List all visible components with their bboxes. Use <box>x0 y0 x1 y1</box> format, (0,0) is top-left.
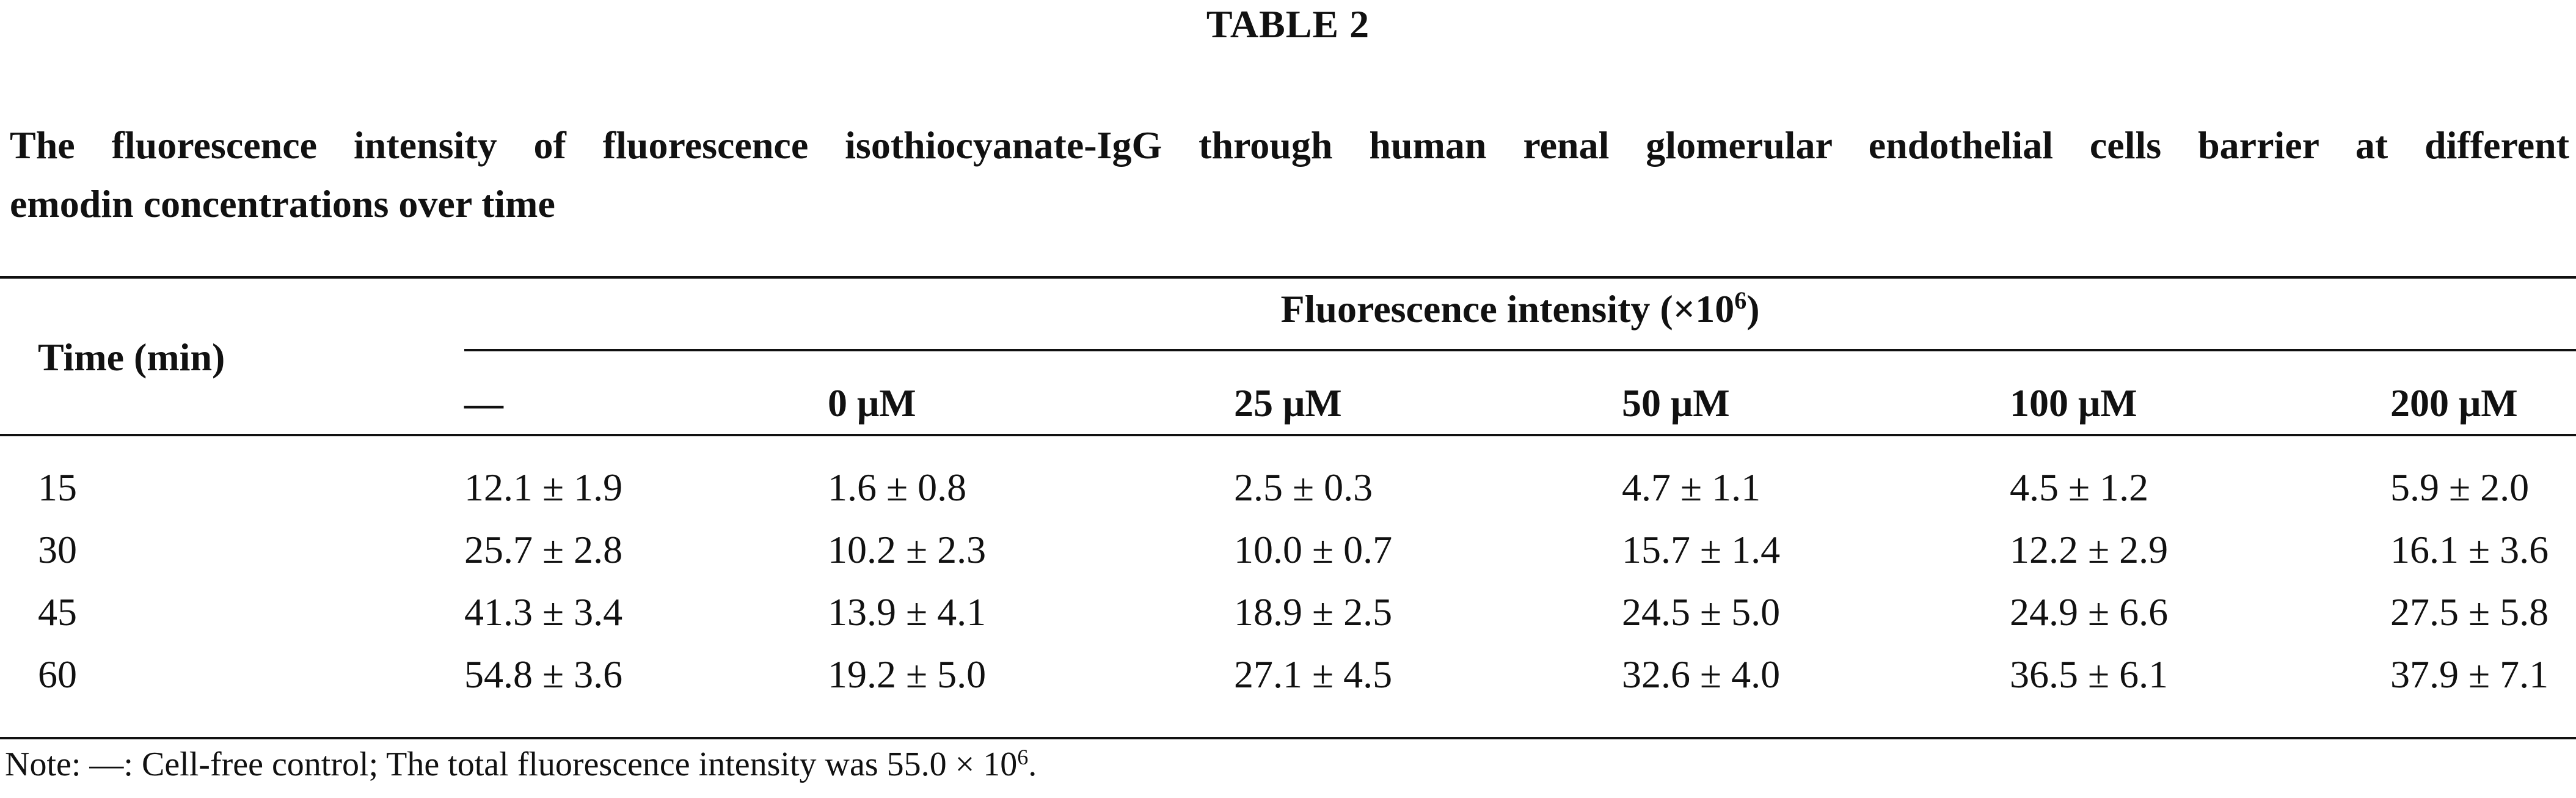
value-cell: 10.0 ± 0.7 <box>1234 528 1393 571</box>
value-cell: 19.2 ± 5.0 <box>828 653 987 696</box>
group-header-text: Fluorescence intensity (×10 <box>1280 287 1735 331</box>
value-cell: 41.3 ± 3.4 <box>464 590 623 634</box>
column-header: — <box>464 381 503 425</box>
value-cell: 12.2 ± 2.9 <box>2010 528 2169 571</box>
value-cell: 13.9 ± 4.1 <box>828 590 987 634</box>
value-cell: 1.6 ± 0.8 <box>828 466 967 509</box>
note-exponent: 6 <box>1017 745 1029 769</box>
value-cell: 24.9 ± 6.6 <box>2010 590 2169 634</box>
time-cell: 60 <box>38 653 77 696</box>
group-header-close: ) <box>1746 287 1760 331</box>
value-cell: 10.2 ± 2.3 <box>828 528 987 571</box>
column-header: 50 μM <box>1622 381 1730 425</box>
time-column-header: Time (min) <box>38 335 225 379</box>
value-cell: 12.1 ± 1.9 <box>464 466 623 509</box>
value-cell: 37.9 ± 7.1 <box>2390 653 2549 696</box>
value-cell: 15.7 ± 1.4 <box>1622 528 1781 571</box>
table-label: TABLE 2 <box>1206 2 1370 46</box>
group-header-rule <box>464 349 2576 351</box>
value-cell: 5.9 ± 2.0 <box>2390 466 2530 509</box>
value-cell: 2.5 ± 0.3 <box>1234 466 1373 509</box>
value-cell: 36.5 ± 6.1 <box>2010 653 2169 696</box>
column-header: 100 μM <box>2010 381 2137 425</box>
value-cell: 24.5 ± 5.0 <box>1622 590 1781 634</box>
column-header: 200 μM <box>2390 381 2518 425</box>
time-cell: 45 <box>38 590 77 634</box>
value-cell: 32.6 ± 4.0 <box>1622 653 1781 696</box>
caption-line-1: The fluorescence intensity of fluorescen… <box>10 123 2569 167</box>
value-cell: 25.7 ± 2.8 <box>464 528 623 571</box>
header-bottom-rule <box>0 434 2576 436</box>
column-header: 0 μM <box>828 381 916 425</box>
value-cell: 27.1 ± 4.5 <box>1234 653 1393 696</box>
group-header-exponent: 6 <box>1734 287 1747 314</box>
fluorescence-group-header: Fluorescence intensity (×106) <box>464 285 2576 334</box>
note-text: Note: —: Cell-free control; The total fl… <box>5 745 1018 783</box>
value-cell: 4.7 ± 1.1 <box>1622 466 1761 509</box>
value-cell: 27.5 ± 5.8 <box>2390 590 2549 634</box>
column-header: 25 μM <box>1234 381 1342 425</box>
table-bottom-rule <box>0 737 2576 739</box>
table-note: Note: —: Cell-free control; The total fl… <box>5 742 1037 786</box>
time-cell: 30 <box>38 528 77 571</box>
value-cell: 4.5 ± 1.2 <box>2010 466 2149 509</box>
value-cell: 54.8 ± 3.6 <box>464 653 623 696</box>
time-cell: 15 <box>38 466 77 509</box>
value-cell: 18.9 ± 2.5 <box>1234 590 1393 634</box>
table-caption: The fluorescence intensity of fluorescen… <box>10 116 2569 233</box>
value-cell: 16.1 ± 3.6 <box>2390 528 2549 571</box>
table-top-rule <box>0 276 2576 279</box>
note-end: . <box>1028 745 1037 783</box>
caption-line-2: emodin concentrations over time <box>10 182 555 225</box>
